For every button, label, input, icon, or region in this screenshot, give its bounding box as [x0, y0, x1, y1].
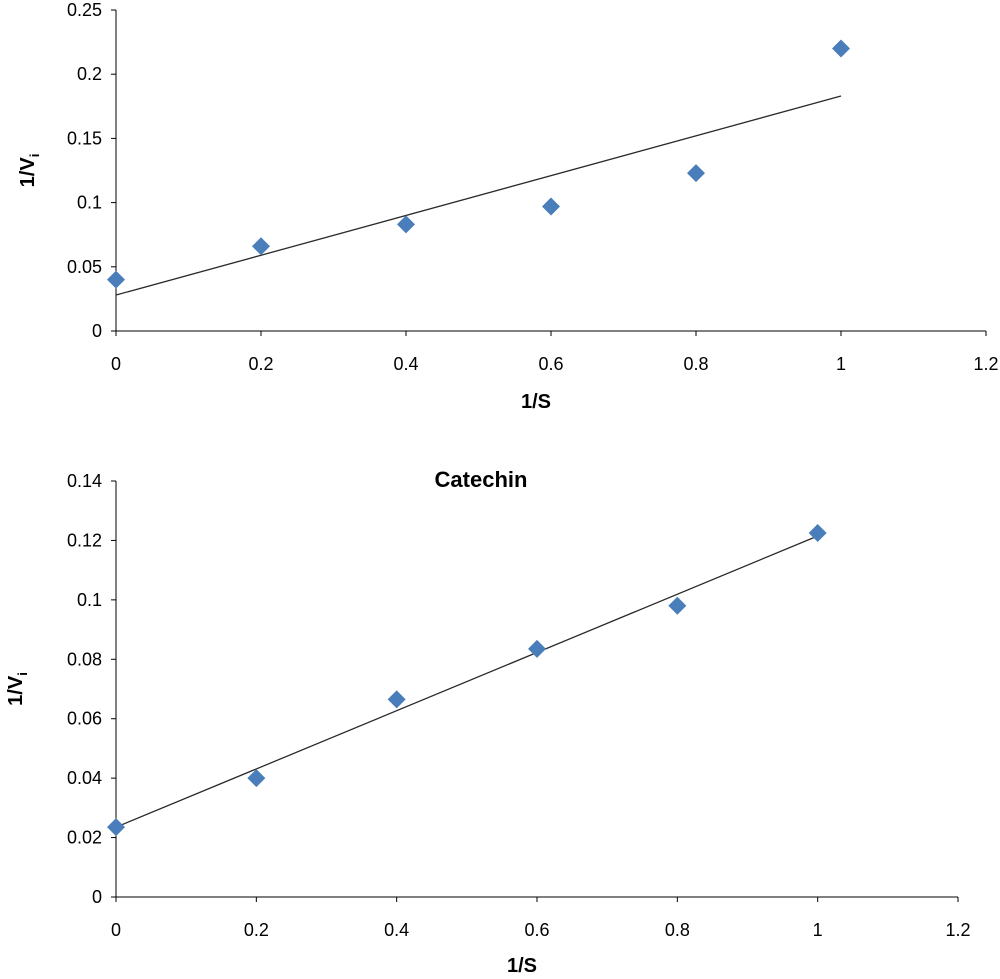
chart-top-trendline: [115, 95, 842, 296]
chart-catechin-marks: 0 0.02 0.04 0.06 0.08 0.1 0.12 0.14 0 0.2 0.4 0.6 0.…: [67, 471, 971, 940]
chart-top-x-axis-label: 1/S: [521, 391, 551, 413]
chart-top-y-tick-label: 0: [92, 321, 102, 341]
chart-top-data-point: [397, 215, 415, 234]
chart-catechin-x-tick-label: 0.8: [665, 920, 690, 940]
chart-top-x-tick-label: 0.6: [538, 354, 563, 374]
chart-catechin-y-axis-label-main: 1/V: [5, 675, 27, 706]
chart-catechin-y-tick-label: 0.04: [67, 768, 102, 788]
chart-catechin-x-tick-label: 1.2: [945, 920, 970, 940]
chart-catechin-y-tick-label: 0.12: [67, 530, 102, 550]
chart-catechin-x-tick-label: 0.4: [384, 920, 409, 940]
chart-catechin-y-tick-label: 0.14: [67, 471, 102, 491]
chart-top-x-tick-label: 1: [836, 354, 846, 374]
chart-top-data-point: [107, 270, 125, 289]
chart-top-y-tick-label: 0.05: [67, 257, 102, 277]
chart-catechin-y-tick-label: 0.02: [67, 828, 102, 848]
chart-top-x-tick-label: 1.2: [973, 354, 998, 374]
chart-top-x-tick-label: 0.4: [393, 354, 418, 374]
chart-catechin-title: Catechin: [435, 467, 528, 492]
chart-catechin-data-point: [808, 524, 827, 542]
chart-catechin-data-point: [387, 690, 406, 709]
chart-top: 0 0.05 0.1 0.15 0.2 0.25 0 0.2 0.4 0.6 0.8 1 1.2 1/S…: [17, 0, 999, 413]
chart-catechin-y-tick-label: 0.1: [77, 590, 102, 610]
chart-catechin-x-tick-label: 0.6: [524, 920, 549, 940]
chart-catechin-data-point: [107, 818, 125, 837]
chart-top-data-point: [542, 197, 560, 216]
chart-catechin-data-point: [668, 596, 687, 615]
chart-top-y-tick-label: 0.2: [77, 64, 102, 84]
chart-catechin-data-point: [528, 639, 546, 658]
chart-top-marks: 0 0.05 0.1 0.15 0.2 0.25 0 0.2 0.4 0.6 0.8 1 1.2: [67, 0, 999, 374]
chart-catechin-y-tick-label: 0.08: [67, 649, 102, 669]
chart-catechin-data-point: [247, 769, 266, 788]
chart-catechin-y-tick-label: 0: [92, 887, 102, 907]
chart-catechin-y-axis-label: 1/Vi: [5, 672, 30, 706]
chart-top-data-point: [252, 237, 270, 256]
chart-top-x-tick-label: 0.2: [248, 354, 273, 374]
chart-top-y-axis-label-sub: i: [27, 154, 42, 158]
chart-catechin-y-tick-label: 0.06: [67, 709, 102, 729]
chart-catechin: Catechin 0 0.02 0.04 0.06 0.08 0.1 0.12 0.14 0 0.…: [5, 467, 971, 977]
chart-top-y-axis-label-main: 1/V: [17, 157, 39, 188]
chart-top-data-point: [687, 164, 705, 183]
chart-top-data-point: [832, 39, 850, 58]
chart-catechin-x-tick-label: 0.2: [244, 920, 269, 940]
chart-top-x-tick-label: 0: [111, 354, 121, 374]
chart-catechin-x-tick-label: 0: [111, 920, 121, 940]
chart-top-x-tick-label: 0.8: [683, 354, 708, 374]
chart-catechin-trendline: [115, 535, 818, 828]
chart-top-y-tick-label: 0.25: [67, 0, 102, 20]
chart-catechin-x-axis-label: 1/S: [507, 955, 537, 977]
chart-catechin-x-tick-label: 1: [813, 920, 823, 940]
chart-top-y-axis-label: 1/Vi: [17, 154, 42, 188]
chart-top-y-tick-label: 0.1: [77, 193, 102, 213]
chart-top-y-tick-label: 0.15: [67, 128, 102, 148]
chart-catechin-y-axis-label-sub: i: [15, 672, 30, 676]
